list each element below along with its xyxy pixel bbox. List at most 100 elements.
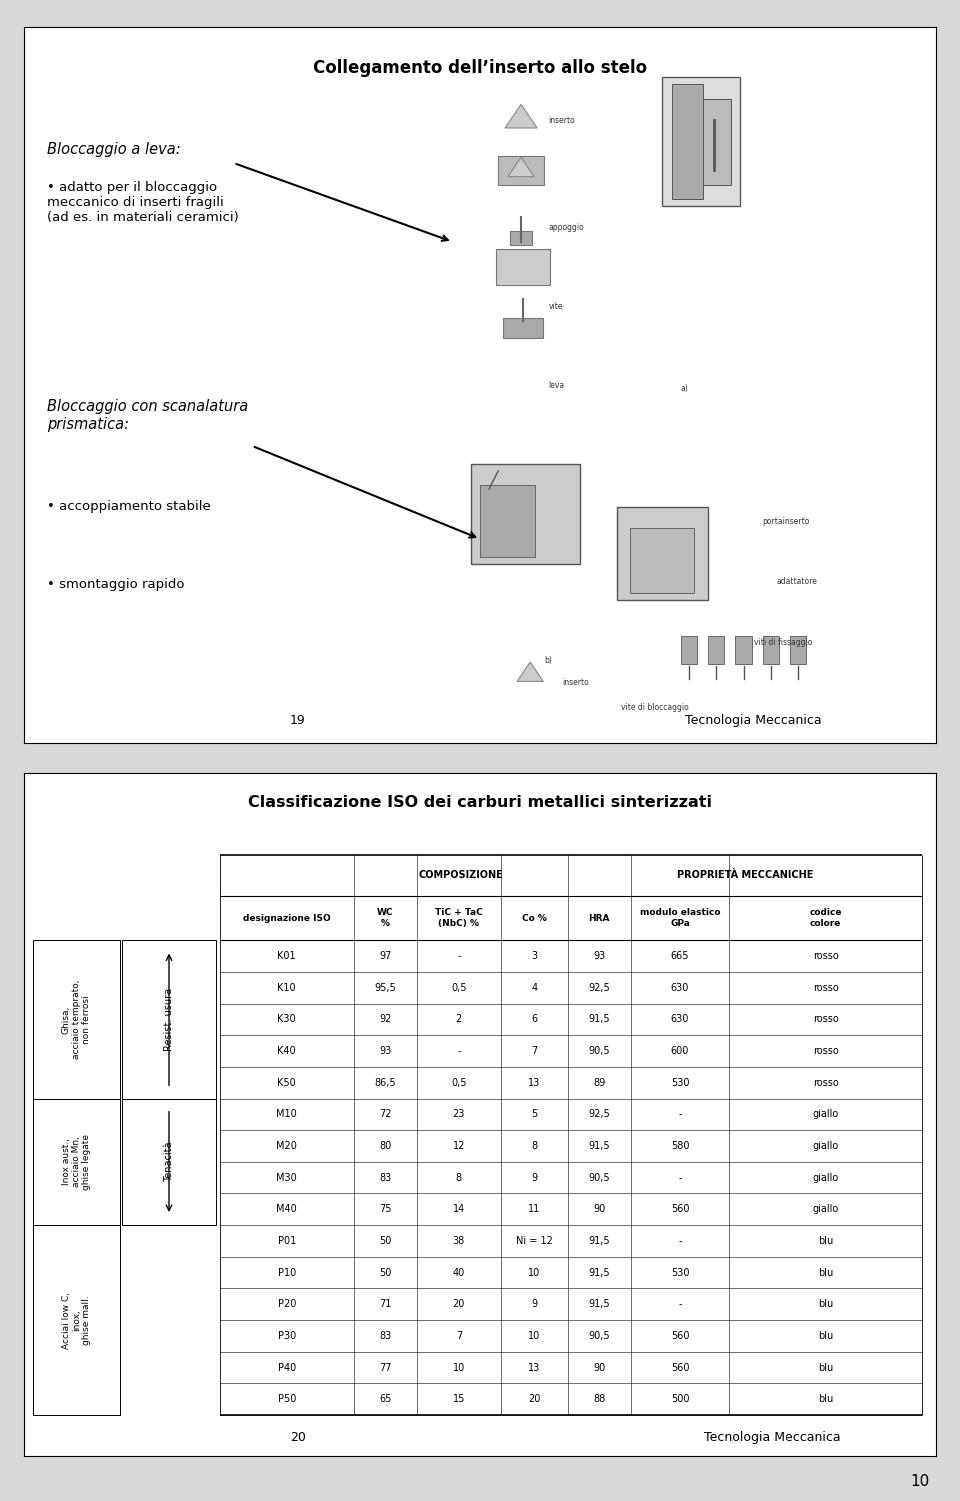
Polygon shape	[517, 662, 543, 681]
Text: a): a)	[681, 384, 688, 393]
Text: 20: 20	[528, 1394, 540, 1403]
Text: -: -	[457, 1046, 461, 1057]
Text: M10: M10	[276, 1109, 298, 1120]
Text: TiC + TaC
(NbC) %: TiC + TaC (NbC) %	[435, 908, 483, 928]
Text: rosso: rosso	[813, 983, 839, 992]
Bar	[704, 99, 731, 185]
Text: rosso: rosso	[813, 1015, 839, 1025]
Text: 91,5: 91,5	[588, 1268, 611, 1277]
Text: Resist. usura: Resist. usura	[164, 988, 174, 1051]
Text: blu: blu	[818, 1300, 833, 1309]
Text: Collegamento dell’inserto allo stelo: Collegamento dell’inserto allo stelo	[313, 59, 647, 77]
Text: Ghisa,
acciaio temprato,
non ferrosi: Ghisa, acciaio temprato, non ferrosi	[61, 980, 91, 1060]
Text: 530: 530	[671, 1268, 689, 1277]
Text: 95,5: 95,5	[374, 983, 396, 992]
Text: Bloccaggio con scanalatura
prismatica:: Bloccaggio con scanalatura prismatica:	[47, 399, 248, 432]
FancyBboxPatch shape	[123, 940, 215, 1099]
Text: 50: 50	[379, 1235, 392, 1246]
Text: Classificazione ISO dei carburi metallici sinterizzati: Classificazione ISO dei carburi metallic…	[248, 796, 712, 811]
Text: 90,5: 90,5	[588, 1046, 611, 1057]
Text: 71: 71	[379, 1300, 392, 1309]
Text: inserto: inserto	[548, 116, 575, 125]
Text: blu: blu	[818, 1235, 833, 1246]
Bar	[495, 249, 550, 285]
Text: 20: 20	[453, 1300, 465, 1309]
Text: codice
colore: codice colore	[809, 908, 842, 928]
Text: K30: K30	[277, 1015, 296, 1025]
Text: • adatto per il bloccaggio
meccanico di inserti fragili
(ad es. in materiali cer: • adatto per il bloccaggio meccanico di …	[47, 182, 238, 224]
Text: 90,5: 90,5	[588, 1172, 611, 1183]
Text: 23: 23	[453, 1109, 465, 1120]
Text: b): b)	[543, 656, 552, 665]
Text: Tecnologia Meccanica: Tecnologia Meccanica	[704, 1430, 840, 1444]
Bar	[708, 635, 725, 665]
Text: 3: 3	[531, 952, 538, 961]
Text: 630: 630	[671, 983, 689, 992]
Text: Ni = 12: Ni = 12	[516, 1235, 553, 1246]
Text: 10: 10	[528, 1268, 540, 1277]
Text: 2: 2	[456, 1015, 462, 1025]
Bar	[480, 485, 535, 557]
Text: Bloccaggio a leva:: Bloccaggio a leva:	[47, 141, 180, 156]
Bar	[681, 635, 697, 665]
Text: 530: 530	[671, 1078, 689, 1088]
Text: rosso: rosso	[813, 952, 839, 961]
Text: K01: K01	[277, 952, 296, 961]
Text: 560: 560	[671, 1204, 689, 1214]
Text: blu: blu	[818, 1268, 833, 1277]
Text: 665: 665	[671, 952, 689, 961]
Text: appoggio: appoggio	[548, 224, 584, 233]
FancyBboxPatch shape	[33, 1225, 120, 1415]
FancyBboxPatch shape	[123, 1099, 215, 1225]
Text: 7: 7	[531, 1046, 538, 1057]
Text: -: -	[679, 1109, 682, 1120]
Text: 93: 93	[379, 1046, 392, 1057]
Bar	[631, 528, 694, 593]
Text: 600: 600	[671, 1046, 689, 1057]
Text: 10: 10	[910, 1474, 929, 1489]
Text: Inox aust.,
acciaio Mn,
ghise legate: Inox aust., acciaio Mn, ghise legate	[61, 1133, 91, 1190]
Text: 13: 13	[528, 1363, 540, 1372]
Text: vite: vite	[548, 302, 563, 311]
Text: 14: 14	[453, 1204, 465, 1214]
Text: M40: M40	[276, 1204, 298, 1214]
Text: 5: 5	[531, 1109, 538, 1120]
Bar	[762, 635, 780, 665]
Text: 560: 560	[671, 1363, 689, 1372]
Text: -: -	[679, 1172, 682, 1183]
Text: rosso: rosso	[813, 1046, 839, 1057]
Text: -: -	[679, 1300, 682, 1309]
Text: 8: 8	[531, 1141, 538, 1151]
Text: P20: P20	[277, 1300, 296, 1309]
Bar	[672, 84, 704, 198]
Text: 13: 13	[528, 1078, 540, 1088]
Text: 77: 77	[379, 1363, 392, 1372]
Text: • accoppiamento stabile: • accoppiamento stabile	[47, 500, 210, 512]
Text: 560: 560	[671, 1331, 689, 1340]
Text: 0,5: 0,5	[451, 983, 467, 992]
Text: 92,5: 92,5	[588, 1109, 611, 1120]
Text: 92: 92	[379, 1015, 392, 1025]
Text: 88: 88	[593, 1394, 606, 1403]
FancyBboxPatch shape	[33, 940, 120, 1099]
Text: giallo: giallo	[812, 1204, 839, 1214]
Text: 91,5: 91,5	[588, 1300, 611, 1309]
Text: 90: 90	[593, 1204, 606, 1214]
Bar	[470, 464, 580, 564]
Text: 19: 19	[290, 714, 305, 728]
Text: 4: 4	[531, 983, 538, 992]
Text: M30: M30	[276, 1172, 298, 1183]
Text: WC
%: WC %	[377, 908, 394, 928]
Text: 65: 65	[379, 1394, 392, 1403]
Text: P40: P40	[277, 1363, 296, 1372]
Text: 20: 20	[290, 1430, 305, 1444]
Text: • smontaggio rapido: • smontaggio rapido	[47, 578, 184, 591]
Bar	[498, 156, 543, 185]
Text: 12: 12	[453, 1141, 465, 1151]
Text: 10: 10	[453, 1363, 465, 1372]
Text: 97: 97	[379, 952, 392, 961]
Bar	[790, 635, 806, 665]
Text: 9: 9	[531, 1172, 538, 1183]
Text: 83: 83	[379, 1172, 392, 1183]
Text: 75: 75	[379, 1204, 392, 1214]
